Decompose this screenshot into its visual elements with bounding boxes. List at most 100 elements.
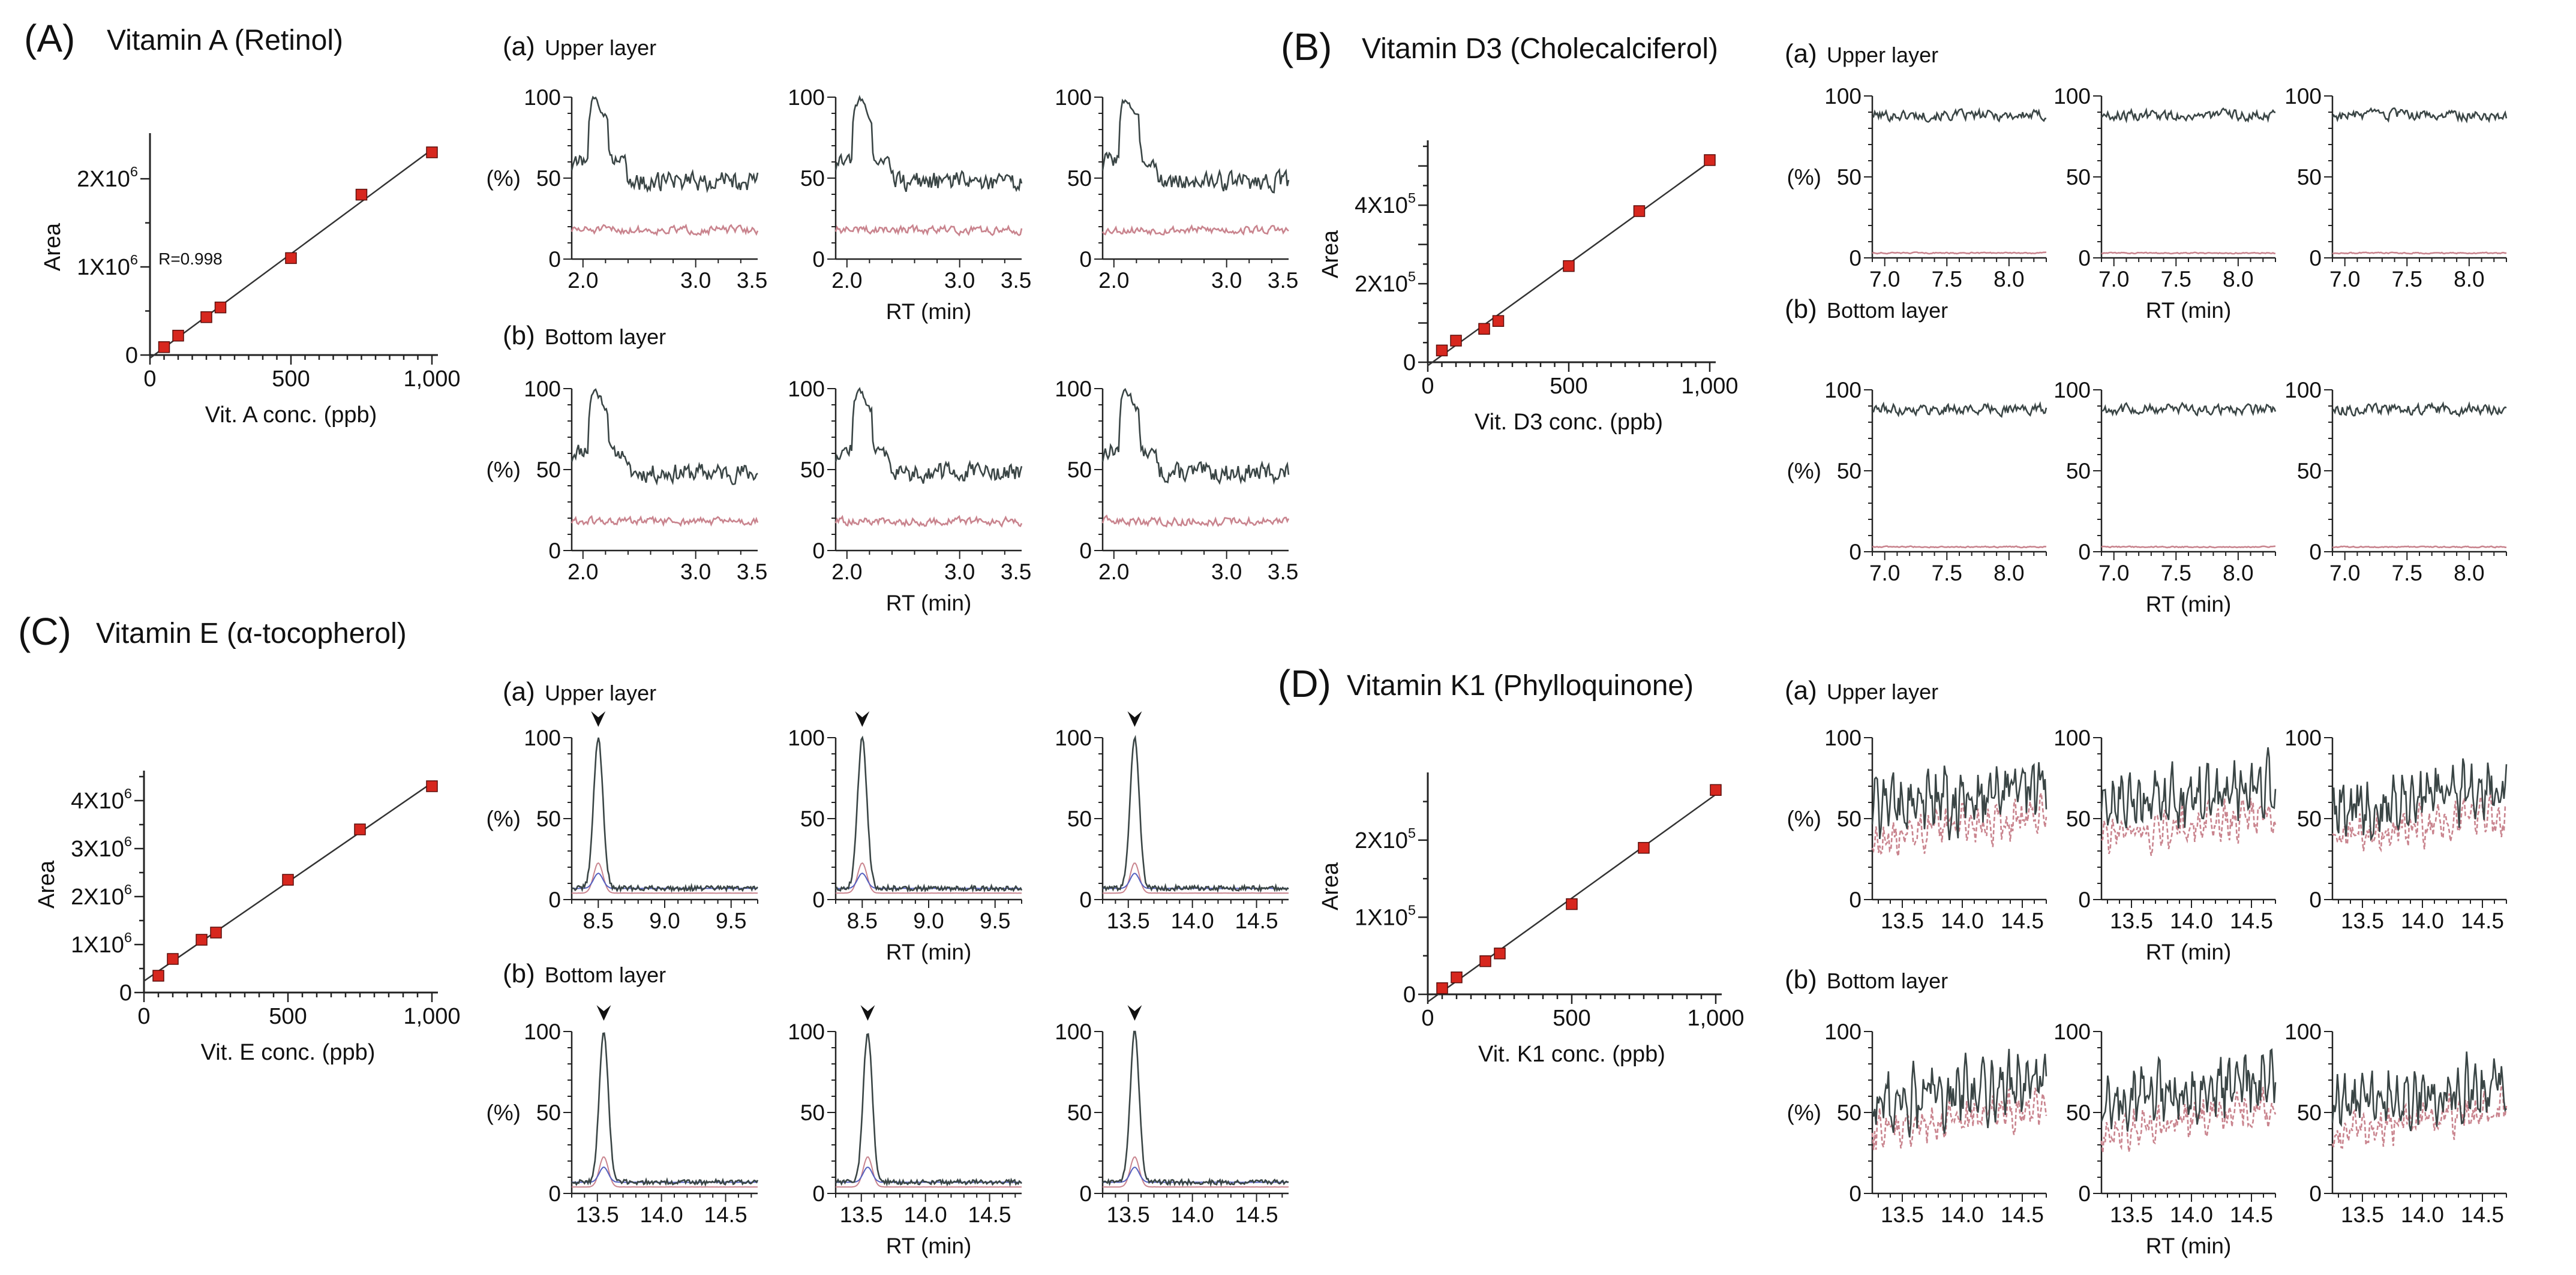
data-point xyxy=(1478,323,1490,335)
r-value-label: R=0.998 xyxy=(158,249,223,268)
y-axis-label: (%) xyxy=(1787,807,1821,831)
x-tick-label: 3.0 xyxy=(1211,268,1242,293)
x-tick-label: 0 xyxy=(1421,374,1434,399)
bottom-chromatogram: 7.0 7.5 8.0 0 50 100 xyxy=(2284,378,2507,585)
data-point xyxy=(1494,948,1506,960)
x-tick-label: 14.5 xyxy=(2230,1202,2273,1227)
y-tick-label: 0 xyxy=(1403,350,1416,375)
subpanel-title: Upper layer xyxy=(1827,43,1938,67)
y-tick-label: 50 xyxy=(536,166,561,191)
dark-trace xyxy=(835,1033,1022,1187)
x-tick-label: 13.5 xyxy=(2110,1202,2153,1227)
data-point xyxy=(196,934,208,946)
y-tick-label: 50 xyxy=(1067,166,1092,191)
dark-trace xyxy=(571,95,759,194)
y-tick-label: 100 xyxy=(1824,1020,1862,1044)
pink-trace xyxy=(836,1156,1022,1188)
data-point xyxy=(1563,260,1575,272)
data-point xyxy=(210,927,222,939)
calibration-plot: 0 500 1,000 0 1X106 2X106 3X106 4X106 Vit. E con… xyxy=(34,771,461,1065)
x-tick-label: 500 xyxy=(1553,1006,1590,1031)
x-tick-label: 500 xyxy=(272,366,310,392)
y-tick-label: 2X105 xyxy=(1355,825,1416,853)
pink-trace xyxy=(1103,1156,1289,1188)
y-tick-label: 50 xyxy=(536,458,561,482)
dark-trace xyxy=(1871,1048,2047,1138)
x-tick-label: 2.0 xyxy=(1098,268,1129,293)
x-tick-label: 2.0 xyxy=(568,268,598,293)
x-tick-label: 500 xyxy=(269,1004,307,1029)
x-tick-label: 9.0 xyxy=(649,909,680,933)
y-tick-label: 50 xyxy=(800,807,825,831)
y-tick-label: 0 xyxy=(2309,888,2322,912)
data-point xyxy=(426,780,438,792)
y-tick-label: 0 xyxy=(1079,539,1092,563)
x-tick-label: 8.0 xyxy=(1993,561,2024,585)
x-tick-label: 9.5 xyxy=(980,909,1010,933)
x-tick-label: 14.5 xyxy=(1235,1202,1278,1227)
subpanel-letter: (a) xyxy=(1785,39,1817,68)
x-tick-label: 14.0 xyxy=(1171,909,1214,933)
x-axis-label: RT (min) xyxy=(2146,1234,2232,1258)
data-point xyxy=(1633,205,1646,217)
x-tick-label: 8.0 xyxy=(1993,267,2024,291)
y-tick-label: 100 xyxy=(2284,378,2322,402)
x-tick-label: 8.0 xyxy=(2223,561,2253,585)
x-tick-label: 7.0 xyxy=(2098,267,2129,291)
pink-trace xyxy=(2332,251,2507,255)
peak-arrow-icon xyxy=(591,711,606,727)
y-tick-label: 50 xyxy=(2297,165,2322,190)
y-tick-label: 50 xyxy=(800,458,825,482)
x-tick-label: 8.0 xyxy=(2454,561,2484,585)
x-tick-label: 7.5 xyxy=(1932,561,1962,585)
x-tick-label: 14.0 xyxy=(2170,909,2213,933)
y-tick-label: 50 xyxy=(800,1100,825,1125)
x-tick-label: 8.0 xyxy=(2454,267,2484,291)
blue-trace xyxy=(1102,1166,1289,1183)
y-tick-label: 100 xyxy=(2053,84,2091,109)
x-tick-label: 0 xyxy=(137,1004,150,1029)
x-tick-label: 7.5 xyxy=(1932,267,1962,291)
y-tick-label: 50 xyxy=(1837,459,1862,483)
data-point xyxy=(167,953,179,965)
dark-trace xyxy=(1872,401,2047,418)
y-tick-label: 100 xyxy=(1824,84,1862,109)
x-tick-label: 14.5 xyxy=(2001,1202,2044,1227)
pink-trace xyxy=(571,515,759,527)
pink-trace xyxy=(1872,545,2047,549)
x-axis-label: Vit. K1 conc. (ppb) xyxy=(1478,1042,1665,1067)
bottom-chromatogram: 13.5 14.0 14.5 0 50 100 RT (min) xyxy=(2053,1020,2277,1258)
x-tick-label: 3.5 xyxy=(737,560,767,584)
y-tick-label: 0 xyxy=(812,247,825,272)
x-tick-label: 14.0 xyxy=(2401,1202,2444,1227)
pink-trace xyxy=(2101,545,2276,549)
x-tick-label: 13.5 xyxy=(576,1202,619,1227)
x-tick-label: 14.5 xyxy=(968,1202,1011,1227)
peak-arrow-icon xyxy=(1127,1005,1142,1021)
y-tick-label: 0 xyxy=(1849,1181,1862,1206)
y-axis-label: Area xyxy=(1318,862,1343,910)
y-axis-label: (%) xyxy=(1787,165,1821,190)
y-axis-label: (%) xyxy=(486,166,521,191)
x-axis-label: RT (min) xyxy=(886,1234,972,1258)
panel-letter: (A) xyxy=(24,17,75,60)
y-tick-label: 50 xyxy=(800,166,825,191)
y-tick-label: 0 xyxy=(548,888,561,912)
pink-trace xyxy=(1871,790,2047,857)
y-tick-label: 100 xyxy=(2284,726,2322,750)
y-tick-label: 100 xyxy=(1055,726,1092,750)
x-tick-label: 2.0 xyxy=(568,560,598,584)
y-tick-label: 100 xyxy=(2284,84,2322,109)
y-tick-label: 100 xyxy=(1824,726,1862,750)
y-tick-label: 0 xyxy=(2078,1181,2091,1206)
upper-chromatogram: 8.5 9.0 9.5 0 50 100 RT (min) xyxy=(788,711,1023,964)
peak-arrow-icon xyxy=(596,1005,611,1021)
panel-B: (B) Vitamin D3 (Cholecalciferol)0 500 1,000… xyxy=(1281,25,2508,617)
dark-trace xyxy=(2101,107,2276,124)
pink-trace xyxy=(571,223,759,237)
y-tick-label: 50 xyxy=(2066,459,2091,483)
data-point xyxy=(214,301,227,314)
bottom-chromatogram: 7.0 7.5 8.0 0 50 100 RT (min) xyxy=(2053,378,2277,617)
x-tick-label: 14.0 xyxy=(1171,1202,1214,1227)
y-tick-label: 100 xyxy=(524,85,561,110)
